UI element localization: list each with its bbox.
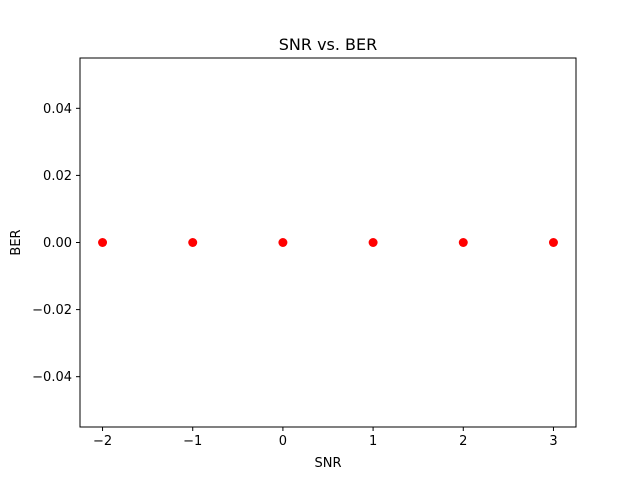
x-tick-label: 0 (279, 434, 287, 449)
data-point (368, 238, 378, 247)
y-tick-label: −0.02 (32, 303, 72, 318)
x-axis: −2 −1 0 1 2 3 (93, 427, 558, 449)
x-tick-label: −1 (183, 434, 202, 449)
y-tick-label: 0.04 (43, 102, 72, 117)
x-axis-label: SNR (314, 456, 341, 471)
plot-area (79, 57, 577, 428)
data-point (458, 238, 468, 247)
scatter-series (98, 238, 558, 247)
data-point (188, 238, 198, 247)
y-axis: −0.04 −0.02 0.00 0.02 0.04 (32, 102, 80, 385)
data-point (278, 238, 288, 247)
data-point (548, 238, 558, 247)
chart-title: SNR vs. BER (279, 35, 378, 54)
y-tick-label: −0.04 (32, 370, 72, 385)
x-tick-label: −2 (93, 434, 112, 449)
y-tick-label: 0.02 (43, 169, 72, 184)
y-tick-label: 0.00 (43, 236, 72, 251)
data-point (98, 238, 108, 247)
x-tick-label: 1 (369, 434, 377, 449)
x-tick-label: 3 (549, 434, 557, 449)
y-axis-label: BER (9, 229, 24, 255)
x-tick-label: 2 (459, 434, 467, 449)
